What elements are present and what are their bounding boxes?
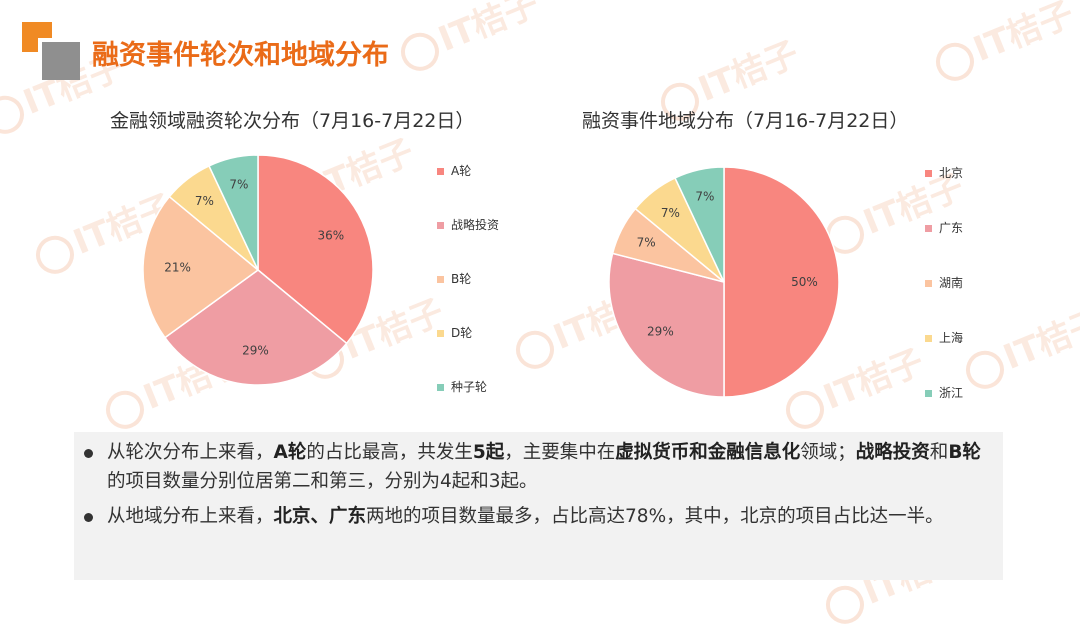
pie-slice xyxy=(163,269,348,386)
summary-segment: 和 xyxy=(929,442,949,463)
pie-slice xyxy=(608,252,725,398)
pie-slice xyxy=(142,195,260,339)
pie-slice-label: 7% xyxy=(661,206,680,220)
legend-swatch xyxy=(925,280,932,287)
summary-segment: 战略投资 xyxy=(855,442,930,463)
page-title: 融资事件轮次和地域分布 xyxy=(92,40,389,71)
legend-swatch xyxy=(437,168,444,175)
legend-swatch xyxy=(925,170,932,177)
pie-slice-label: 29% xyxy=(647,324,674,338)
summary-segment: B轮 xyxy=(948,442,981,463)
summary-segment: 两地的项目数量最多，占比高达78%，其中，北京的项目占比达一半。 xyxy=(366,506,944,527)
legend-item: 上海 xyxy=(925,329,963,346)
pie-slice-label: 36% xyxy=(318,229,345,243)
bullet-icon xyxy=(84,513,93,522)
chart-title-rounds: 金融领域融资轮次分布（7月16-7月22日） xyxy=(110,110,475,132)
watermark: IT桔子 xyxy=(956,294,1080,395)
legend-label: 浙江 xyxy=(939,386,964,400)
pie-slice-label: 50% xyxy=(791,275,818,289)
pie-slice-label: 7% xyxy=(695,190,714,204)
pie-chart-rounds: 36% 29% 21% 7% 7% xyxy=(142,154,374,386)
summary-paragraph-regions: 从地域分布上来看，北京、广东两地的项目数量最多，占比高达78%，其中，北京的项目… xyxy=(74,502,1003,531)
chart-title-regions: 融资事件地域分布（7月16-7月22日） xyxy=(582,110,909,132)
pie-chart-regions: 50% 29% 7% 7% 7% xyxy=(608,166,840,398)
pie-slice xyxy=(208,154,259,271)
summary-segment: 5起 xyxy=(472,442,505,463)
logo-gray-square xyxy=(38,38,80,80)
legend-label: 上海 xyxy=(939,331,964,345)
pie-slice-label: 7% xyxy=(195,194,214,208)
summary-paragraph-rounds: 从轮次分布上来看，A轮的占比最高，共发生5起，主要集中在虚拟货币和金融信息化领域… xyxy=(74,438,1003,496)
legend-label: 广东 xyxy=(939,221,964,235)
legend-swatch xyxy=(925,225,932,232)
legend-swatch xyxy=(437,276,444,283)
summary-segment: A轮 xyxy=(273,442,307,463)
summary-segment: 的占比最高，共发生 xyxy=(306,442,473,463)
summary-segment: 从地域分布上来看， xyxy=(107,506,274,527)
summary-segment: 北京、广东 xyxy=(273,506,367,527)
legend-item: 北京 xyxy=(925,164,963,181)
legend-item: 湖南 xyxy=(925,274,963,291)
pie-slice-label: 21% xyxy=(164,260,191,274)
watermark: IT桔子 xyxy=(391,0,545,77)
legend-swatch xyxy=(437,330,444,337)
legend-item: 战略投资 xyxy=(437,216,499,233)
watermark: IT桔子 xyxy=(926,0,1080,87)
summary-segment: 的项目数量分别位居第二和第三，分别为4起和3起。 xyxy=(107,471,538,492)
legend-label: B轮 xyxy=(451,272,472,286)
legend-swatch xyxy=(437,222,444,229)
pie-slice-label: 7% xyxy=(637,235,656,249)
legend-swatch xyxy=(925,390,932,397)
pie-slice xyxy=(257,154,374,345)
bullet-icon xyxy=(84,449,93,458)
pie-slice-label: 29% xyxy=(242,343,269,357)
legend-item: 广东 xyxy=(925,219,963,236)
legend-label: 战略投资 xyxy=(451,218,500,232)
summary-box: 从轮次分布上来看，A轮的占比最高，共发生5起，主要集中在虚拟货币和金融信息化领域… xyxy=(74,432,1003,580)
summary-segment: 领域； xyxy=(800,442,856,463)
pie-slice-label: 7% xyxy=(229,178,248,192)
legend-label: 种子轮 xyxy=(451,380,488,394)
pie-slice xyxy=(674,166,725,283)
legend-item: 浙江 xyxy=(925,384,963,401)
legend-item: B轮 xyxy=(437,270,471,287)
summary-segment: ，主要集中在 xyxy=(504,442,616,463)
legend-swatch xyxy=(437,384,444,391)
legend-label: 湖南 xyxy=(939,276,964,290)
legend-label: 北京 xyxy=(939,166,964,180)
summary-segment: 从轮次分布上来看， xyxy=(107,442,274,463)
pie-slice xyxy=(723,166,840,398)
legend-item: D轮 xyxy=(437,324,472,341)
summary-segment: 虚拟货币和金融信息化 xyxy=(615,442,801,463)
legend-label: D轮 xyxy=(451,326,473,340)
legend-swatch xyxy=(925,335,932,342)
legend-item: 种子轮 xyxy=(437,378,487,395)
legend-label: A轮 xyxy=(451,164,472,178)
legend-item: A轮 xyxy=(437,162,471,179)
